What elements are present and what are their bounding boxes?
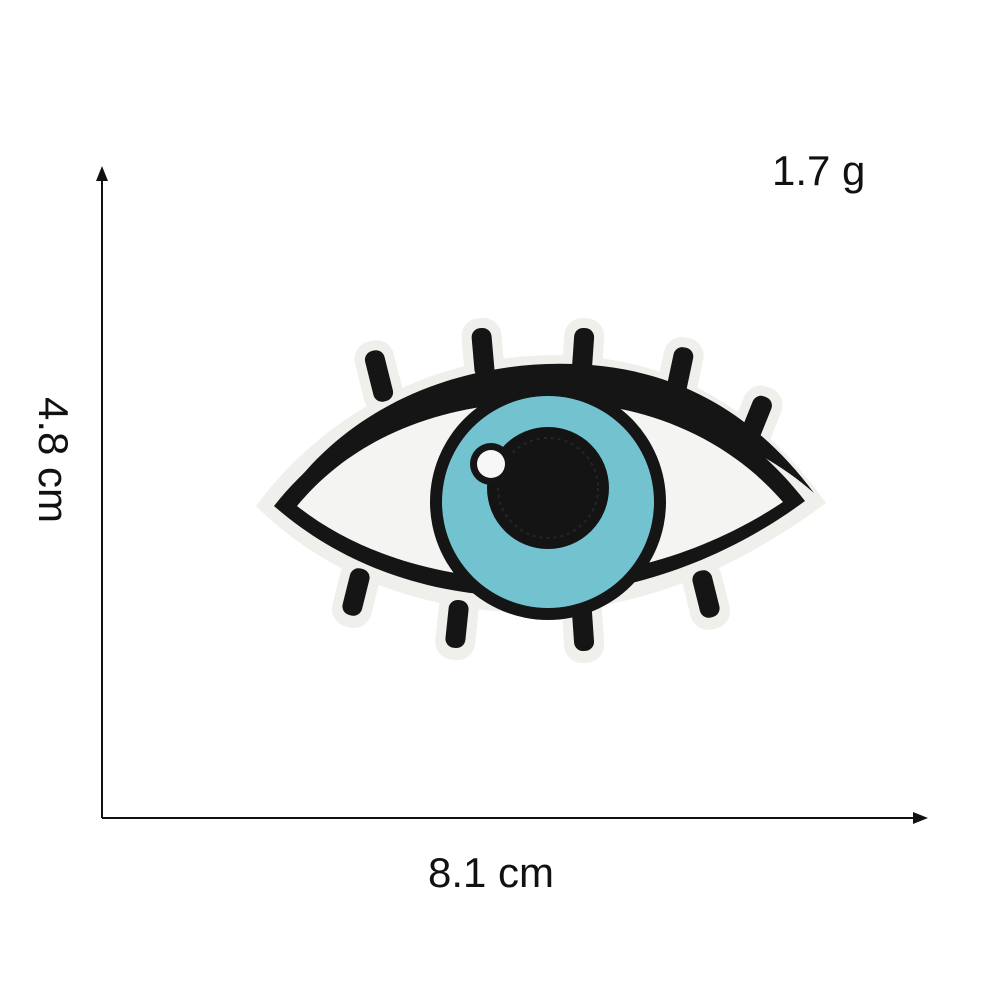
pupil: [487, 427, 609, 549]
pupil-stitching: [497, 437, 599, 539]
height-dimension-label: 4.8 cm: [30, 396, 77, 524]
eye-highlight: [477, 450, 505, 478]
upper-eyelid: [286, 363, 814, 496]
eyelashes: [342, 327, 772, 652]
weight-label: 1.7 g: [772, 147, 866, 194]
width-dimension-label: 8.1 cm: [428, 849, 555, 896]
horizontal-axis-arrowhead: [913, 812, 928, 824]
evil-eye-patch-icon: [256, 317, 826, 664]
vertical-axis-arrowhead: [96, 166, 108, 181]
